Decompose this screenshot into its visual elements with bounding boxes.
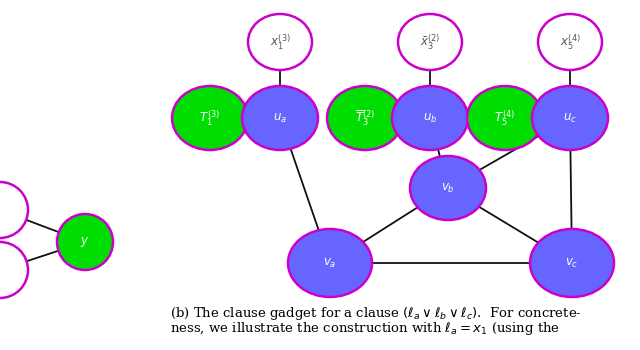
Ellipse shape [410, 156, 486, 220]
Text: $\bar{x}_3^{(2)}$: $\bar{x}_3^{(2)}$ [420, 32, 440, 52]
Text: $v_a$: $v_a$ [323, 257, 337, 270]
Text: $T_1^{(3)}$: $T_1^{(3)}$ [200, 108, 221, 128]
Ellipse shape [57, 214, 113, 270]
Ellipse shape [242, 86, 318, 150]
Ellipse shape [248, 14, 312, 70]
Ellipse shape [538, 14, 602, 70]
Ellipse shape [532, 86, 608, 150]
Ellipse shape [327, 86, 403, 150]
Text: $v_b$: $v_b$ [441, 181, 455, 195]
Ellipse shape [0, 182, 28, 238]
Text: $y$: $y$ [80, 235, 90, 249]
Text: $T_5^{(4)}$: $T_5^{(4)}$ [495, 108, 515, 128]
Text: $\overline{T}_3^{(2)}$: $\overline{T}_3^{(2)}$ [355, 108, 375, 128]
Ellipse shape [0, 242, 28, 298]
Text: $x_5^{(4)}$: $x_5^{(4)}$ [559, 32, 580, 52]
Text: ness, we illustrate the construction with $\ell_a = x_1$ (using the: ness, we illustrate the construction wit… [170, 320, 560, 337]
Text: (b) The clause gadget for a clause $(\ell_a\vee\ell_b\vee\ell_c)$.  For concrete: (b) The clause gadget for a clause $(\el… [170, 305, 582, 322]
Ellipse shape [398, 14, 462, 70]
Ellipse shape [172, 86, 248, 150]
Ellipse shape [392, 86, 468, 150]
Text: $x_1^{(3)}$: $x_1^{(3)}$ [269, 32, 291, 52]
Ellipse shape [467, 86, 543, 150]
Text: $u_a$: $u_a$ [273, 111, 287, 125]
Ellipse shape [288, 229, 372, 297]
Ellipse shape [530, 229, 614, 297]
Text: $u_b$: $u_b$ [423, 111, 437, 125]
Text: $v_c$: $v_c$ [565, 257, 579, 270]
Text: $u_c$: $u_c$ [563, 111, 577, 125]
